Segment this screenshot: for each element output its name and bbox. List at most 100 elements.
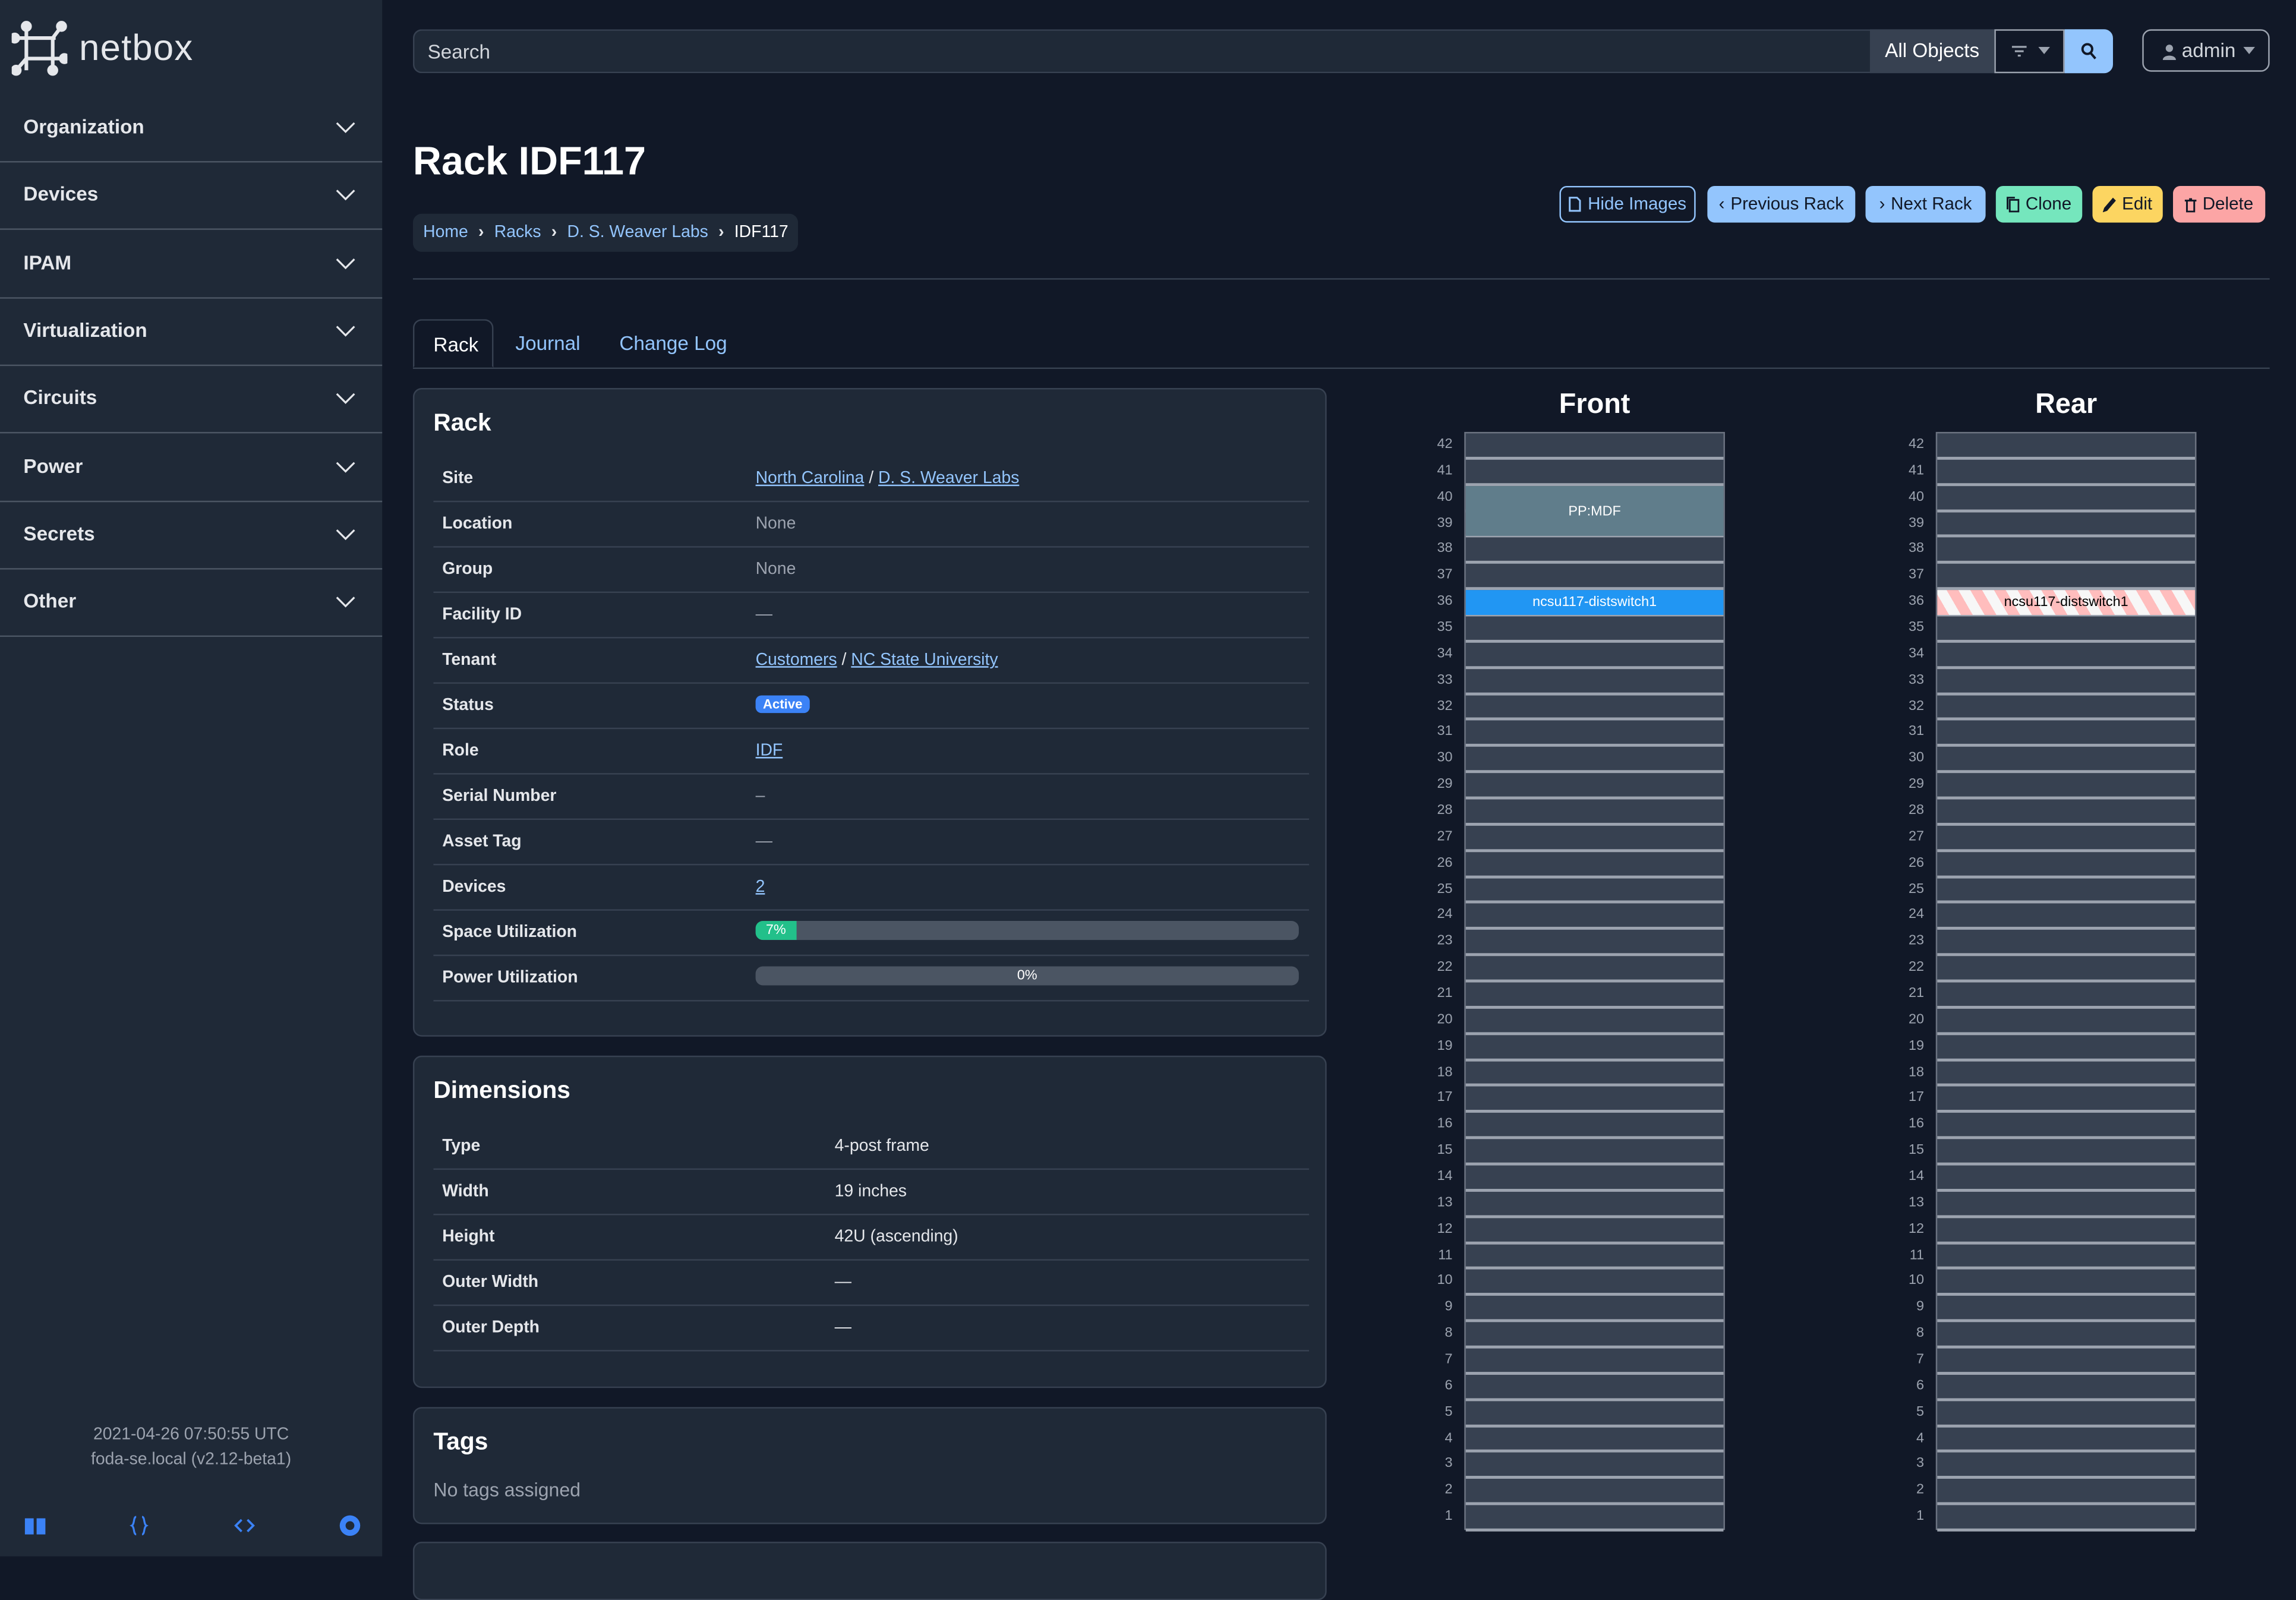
tenant-link[interactable]: NC State University: [851, 651, 998, 670]
rack-unit-slot[interactable]: [1937, 564, 2195, 591]
rack-unit-slot[interactable]: [1937, 825, 2195, 852]
rack-unit-slot[interactable]: [1465, 957, 1724, 983]
sidebar-item-devices[interactable]: Devices: [0, 163, 383, 231]
search-input[interactable]: [414, 30, 1898, 72]
rack-unit-slot[interactable]: [1937, 616, 2195, 643]
rack-unit-slot[interactable]: [1465, 1218, 1724, 1244]
rack-unit-slot[interactable]: [1465, 930, 1724, 957]
rack-unit-slot[interactable]: [1465, 512, 1724, 538]
rack-unit-slot[interactable]: [1465, 538, 1724, 564]
search-button[interactable]: [2064, 29, 2113, 74]
rack-unit-slot[interactable]: [1465, 695, 1724, 721]
front-device-pp-mdf[interactable]: PP:MDF: [1465, 485, 1724, 537]
rack-unit-slot[interactable]: [1937, 1401, 2195, 1427]
rack-unit-slot[interactable]: [1937, 1087, 2195, 1113]
rack-unit-slot[interactable]: [1937, 1061, 2195, 1087]
rack-unit-slot[interactable]: [1937, 1296, 2195, 1323]
rack-unit-slot[interactable]: [1937, 773, 2195, 800]
rack-unit-slot[interactable]: [1937, 512, 2195, 538]
rack-unit-slot[interactable]: [1465, 1349, 1724, 1375]
rack-unit-slot[interactable]: [1937, 721, 2195, 747]
tab-journal[interactable]: Journal: [515, 332, 581, 355]
rack-unit-slot[interactable]: [1937, 1009, 2195, 1035]
rack-unit-slot[interactable]: [1465, 1113, 1724, 1140]
rack-unit-slot[interactable]: [1465, 1035, 1724, 1061]
rack-unit-slot[interactable]: [1465, 1401, 1724, 1427]
rack-unit-slot[interactable]: [1465, 773, 1724, 800]
tab-change-log[interactable]: Change Log: [619, 332, 727, 355]
rack-unit-slot[interactable]: [1465, 1009, 1724, 1035]
rack-unit-slot[interactable]: [1937, 747, 2195, 774]
rack-unit-slot[interactable]: [1937, 1113, 2195, 1140]
sidebar-item-power[interactable]: Power: [0, 434, 383, 502]
rack-unit-slot[interactable]: [1465, 459, 1724, 486]
rack-unit-slot[interactable]: [1465, 1087, 1724, 1113]
rack-unit-slot[interactable]: [1465, 1427, 1724, 1453]
rack-unit-slot[interactable]: [1937, 642, 2195, 669]
rack-unit-slot[interactable]: [1465, 1140, 1724, 1166]
rack-unit-slot[interactable]: [1465, 800, 1724, 826]
rack-unit-slot[interactable]: [1465, 668, 1724, 695]
rack-unit-slot[interactable]: [1937, 1349, 2195, 1375]
rack-unit-slot[interactable]: [1937, 1270, 2195, 1296]
rack-unit-slot[interactable]: [1465, 1192, 1724, 1218]
rack-unit-slot[interactable]: [1465, 825, 1724, 852]
rack-unit-slot[interactable]: [1937, 433, 2195, 460]
rack-unit-slot[interactable]: [1465, 1375, 1724, 1401]
sidebar-item-ipam[interactable]: IPAM: [0, 231, 383, 298]
filter-dropdown-button[interactable]: [1994, 29, 2065, 74]
sidebar-item-organization[interactable]: Organization: [0, 95, 383, 163]
rack-unit-slot[interactable]: [1465, 721, 1724, 747]
rack-unit-slot[interactable]: [1937, 800, 2195, 826]
code-icon[interactable]: [233, 1514, 256, 1537]
rack-unit-slot[interactable]: [1937, 878, 2195, 904]
rack-unit-slot[interactable]: [1937, 1192, 2195, 1218]
clone-button[interactable]: Clone: [1995, 185, 2083, 223]
rack-unit-slot[interactable]: [1937, 851, 2195, 878]
book-icon[interactable]: [23, 1514, 46, 1537]
rack-unit-slot[interactable]: [1937, 1244, 2195, 1270]
tenant-group-link[interactable]: Customers: [755, 651, 837, 670]
rack-unit-slot[interactable]: [1937, 1506, 2195, 1532]
rack-unit-slot[interactable]: [1465, 1244, 1724, 1270]
braces-icon[interactable]: [127, 1514, 150, 1537]
rack-unit-slot[interactable]: [1465, 564, 1724, 591]
rack-unit-slot[interactable]: [1465, 747, 1724, 774]
sidebar-item-virtualization[interactable]: Virtualization: [0, 298, 383, 366]
devices-count-link[interactable]: 2: [755, 878, 765, 897]
rack-unit-slot[interactable]: [1465, 1296, 1724, 1323]
sidebar-item-secrets[interactable]: Secrets: [0, 502, 383, 570]
rack-unit-slot[interactable]: [1937, 590, 2195, 617]
rack-unit-slot[interactable]: [1465, 1166, 1724, 1192]
front-device-ncsu117-distswitch1[interactable]: ncsu117-distswitch1: [1465, 590, 1724, 615]
rack-unit-slot[interactable]: [1937, 695, 2195, 721]
site-link[interactable]: D. S. Weaver Labs: [878, 470, 1020, 488]
region-link[interactable]: North Carolina: [755, 470, 865, 488]
rack-unit-slot[interactable]: [1465, 983, 1724, 1009]
breadcrumb-site[interactable]: D. S. Weaver Labs: [567, 224, 708, 242]
rack-unit-slot[interactable]: [1465, 1479, 1724, 1506]
rack-unit-slot[interactable]: [1465, 642, 1724, 669]
sidebar-item-circuits[interactable]: Circuits: [0, 367, 383, 434]
tab-rack[interactable]: Rack: [412, 319, 494, 368]
next-rack-button[interactable]: › Next Rack: [1865, 185, 1986, 223]
rack-unit-slot[interactable]: [1937, 983, 2195, 1009]
rack-unit-slot[interactable]: [1465, 1453, 1724, 1479]
rack-unit-slot[interactable]: [1937, 904, 2195, 930]
rack-unit-slot[interactable]: [1937, 1427, 2195, 1453]
rack-unit-slot[interactable]: [1937, 1166, 2195, 1192]
breadcrumb-home[interactable]: Home: [423, 224, 468, 242]
rack-unit-slot[interactable]: [1465, 1323, 1724, 1349]
rack-unit-slot[interactable]: [1937, 1479, 2195, 1506]
rack-unit-slot[interactable]: [1937, 1140, 2195, 1166]
rack-unit-slot[interactable]: [1937, 1453, 2195, 1479]
rack-unit-slot[interactable]: [1465, 1061, 1724, 1087]
rack-unit-slot[interactable]: [1465, 590, 1724, 617]
hide-images-button[interactable]: Hide Images: [1559, 185, 1696, 223]
rack-unit-slot[interactable]: [1937, 538, 2195, 564]
rack-unit-slot[interactable]: [1465, 851, 1724, 878]
sidebar-item-other[interactable]: Other: [0, 570, 383, 638]
rack-unit-slot[interactable]: [1937, 459, 2195, 486]
lifebuoy-icon[interactable]: [338, 1514, 361, 1537]
rack-unit-slot[interactable]: [1937, 1218, 2195, 1244]
